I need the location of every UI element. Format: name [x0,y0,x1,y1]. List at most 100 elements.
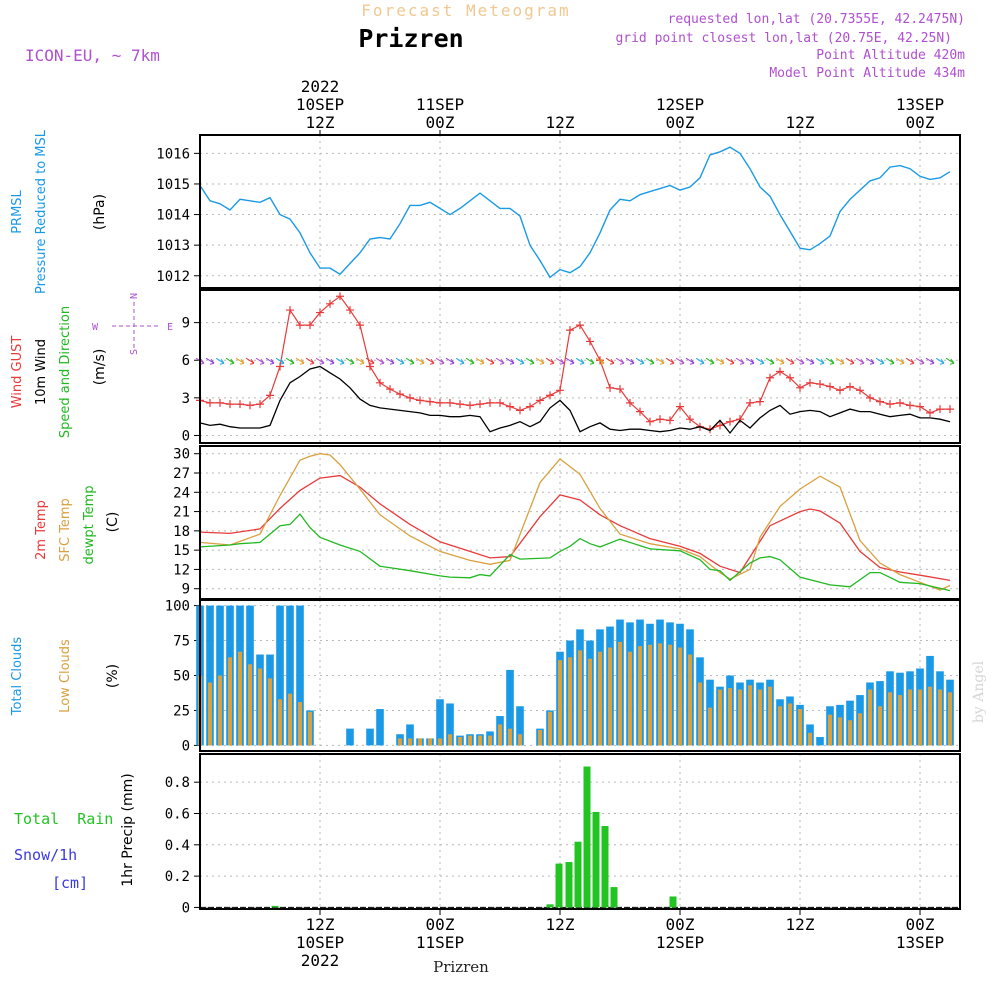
wind-series [195,292,955,435]
model-label: ICON-EU, ~ 7km [25,46,160,65]
time-label-top: 00Z [426,113,455,132]
gust-marker [886,400,894,409]
low-cloud-bar [928,686,932,746]
gust-marker [456,400,464,409]
temperature-frame [199,445,961,600]
pressure-gridlines [200,135,960,288]
wind-direction-arrow [725,357,735,365]
gust-marker [806,378,814,387]
temperature-series [199,453,951,592]
wind-direction-arrow [685,357,695,365]
label-low-clouds: Low Clouds [58,639,73,713]
total-cloud-bar [296,605,304,746]
gust-marker [856,386,864,395]
wind-direction-arrow [535,357,545,365]
y-tick-label: 1014 [156,208,190,224]
rain-bar [610,887,618,908]
rain-bar [574,841,582,908]
wind-direction-arrow [475,357,485,365]
clouds-y-ticks: 0 25 50 75 100 [165,599,200,754]
gust-marker [546,391,554,400]
low-cloud-bar [658,643,662,746]
low-cloud-bar [898,695,902,746]
gust-marker [386,385,394,394]
low-cloud-bar [778,706,782,746]
low-cloud-bar [868,689,872,746]
low-cloud-bar [558,660,562,746]
time-label-top: 12Z [546,113,575,132]
gust-marker [916,402,924,411]
time-label-top: 2022 [301,77,340,96]
precip-series [200,766,960,908]
wind-direction-arrow [855,357,865,365]
y-tick-label: 0 [182,900,190,916]
low-cloud-bar [828,714,832,746]
low-cloud-bar [718,689,722,746]
label-clouds-unit: (%) [105,664,121,688]
rain-bar [546,904,554,908]
wind-direction-arrow [875,357,885,365]
low-cloud-bar [278,699,282,746]
compass-rose-icon: W E N S [92,293,173,355]
gust-marker [676,402,684,411]
y-tick-label: 3 [182,391,190,407]
wind-direction-arrow [205,357,215,365]
gust-marker [866,393,874,402]
gust-marker [416,396,424,405]
wind-direction-arrow [225,357,235,365]
gust-marker [616,385,624,394]
label-pressure-msl: Pressure Reduced to MSL [34,129,49,294]
rain-bar [592,811,600,908]
wind-direction-arrow [655,357,665,365]
y-tick-label: 21 [173,505,190,521]
rain-bar [583,766,591,908]
low-cloud-bar [508,728,512,746]
wind-direction-arrow [525,357,535,365]
label-10m-wind: 10m Wind [34,339,49,405]
time-label-top: 12Z [786,113,815,132]
low-cloud-bar [228,657,232,746]
low-cloud-bar [748,685,752,746]
gust-marker [926,408,934,417]
low-cloud-bar [688,654,692,746]
rain-bar [565,862,573,908]
gust-marker [206,398,214,407]
wind-direction-arrow [285,357,295,365]
time-label-top: 12Z [306,113,335,132]
wind-direction-arrow [345,357,355,365]
low-cloud-bar [538,730,542,746]
total-cloud-bar [446,703,454,746]
gust-marker [566,326,574,335]
wind-direction-arrow [745,357,755,365]
rain-bar [601,826,609,908]
label-total-clouds: Total Clouds [10,637,25,717]
clouds-panel: 0 25 50 75 100 Total Clouds Low Clouds (%) b… [10,599,987,755]
compass-e-label: E [167,322,173,333]
gust-marker [656,415,664,424]
wind-direction-arrow [325,357,335,365]
y-tick-label: 18 [173,524,190,540]
gust-marker [236,400,244,409]
gust-marker [226,400,234,409]
wind-direction-arrow [425,357,435,365]
wind-direction-arrow [555,357,565,365]
low-cloud-bar [448,734,452,746]
gust-marker [756,397,764,406]
low-cloud-bar [418,738,422,746]
y-tick-label: 30 [173,447,190,463]
wind-direction-arrow [485,357,495,365]
wind-direction-arrow [235,357,245,365]
wind-direction-arrow [305,357,315,365]
total-cloud-bar [816,737,824,746]
gust-marker [626,398,634,407]
wind-direction-arrow [895,357,905,365]
total-cloud-bar [506,669,514,746]
time-label-top: 13SEP [896,95,944,114]
low-cloud-bar [548,711,552,746]
wind-direction-arrow [775,357,785,365]
gust-marker [506,402,514,411]
wind-direction-arrow [495,357,505,365]
wind-direction-arrow [785,357,795,365]
gust-marker [446,398,454,407]
